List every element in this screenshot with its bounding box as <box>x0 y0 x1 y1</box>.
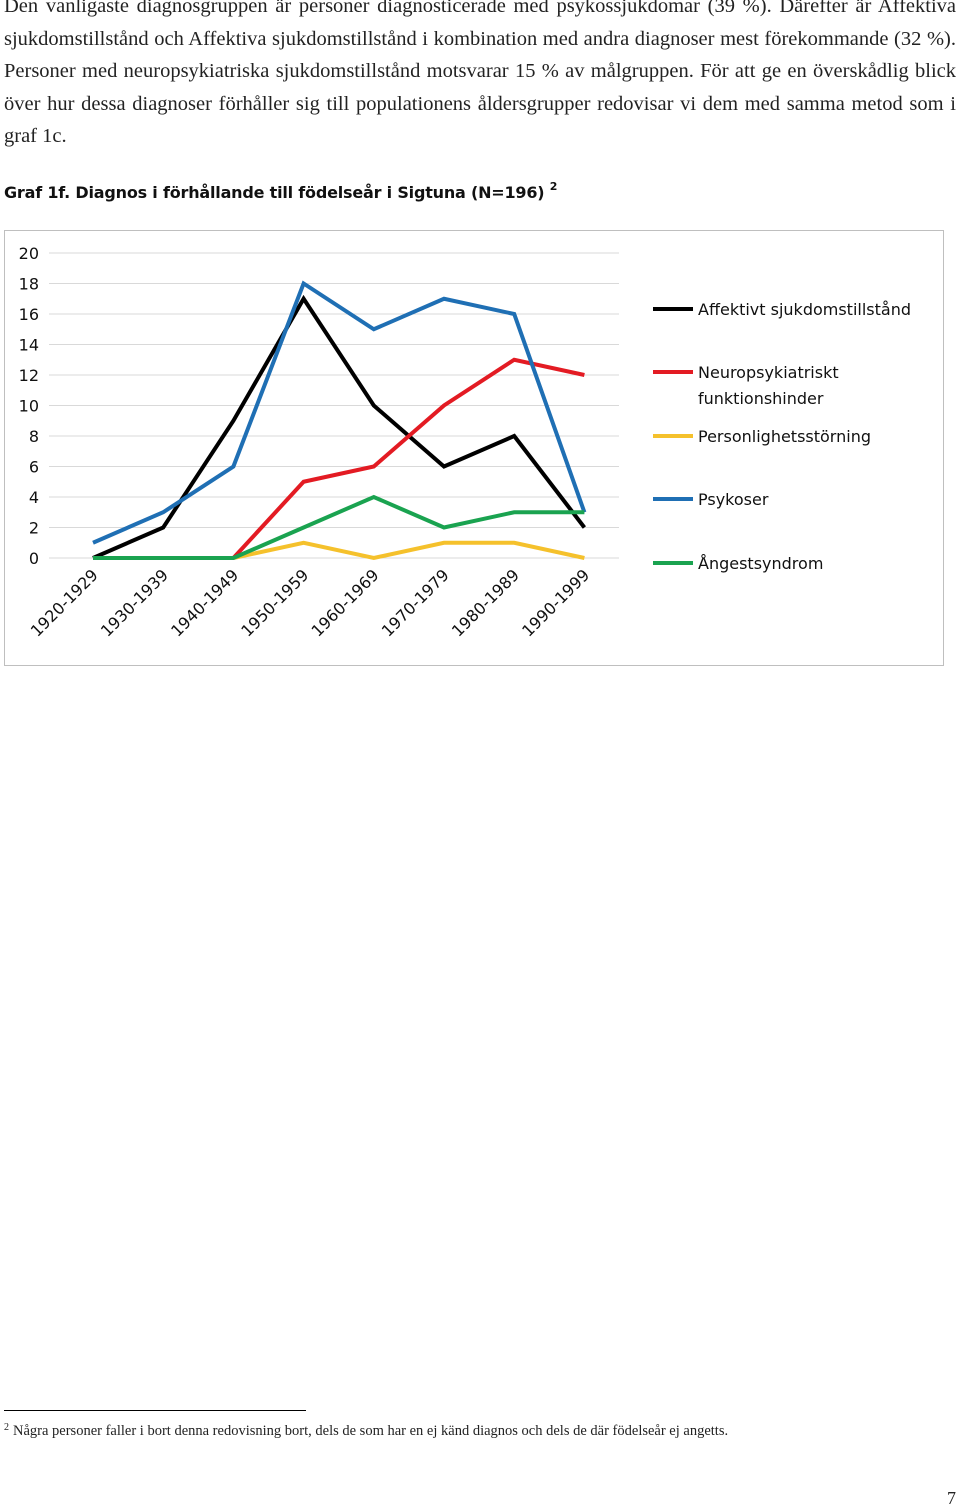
legend-label-line: Neuropsykiatriskt <box>698 363 839 382</box>
x-tick-label: 1960-1969 <box>308 565 383 640</box>
footnote-divider <box>4 1410 306 1411</box>
series-line <box>93 494 585 560</box>
x-tick-label: 1990-1999 <box>518 565 593 640</box>
y-tick-label: 18 <box>19 275 39 294</box>
y-tick-label: 4 <box>29 488 39 507</box>
y-tick-label: 20 <box>19 244 39 263</box>
page-number: 7 <box>947 1488 956 1508</box>
body-paragraph: Den vanligaste diagnosgruppen är persone… <box>4 0 956 147</box>
x-tick-label: 1930-1939 <box>97 565 172 640</box>
y-tick-label: 10 <box>19 397 39 416</box>
legend-label: Ångestsyndrom <box>698 554 823 573</box>
legend: Affektivt sjukdomstillstånd Neuropsykiatr… <box>653 300 911 573</box>
legend-label: Affektivt sjukdomstillstånd <box>698 300 911 319</box>
x-tick-label: 1920-1929 <box>27 565 102 640</box>
y-tick-label: 14 <box>19 336 39 355</box>
caption-footnote-ref: 2 <box>549 180 558 193</box>
series-line <box>231 357 585 560</box>
series-line <box>92 294 586 560</box>
legend-label: Personlighetsstörning <box>698 427 871 446</box>
legend-label: Neuropsykiatriskt funktionshinder <box>698 363 839 408</box>
line-chart: 0 2 4 6 8 10 12 14 16 18 20 1920-19291930-19391940… <box>19 244 911 641</box>
legend-label-line: funktionshinder <box>698 389 824 408</box>
caption-text: Graf 1f. Diagnos i förhållande till föde… <box>4 183 545 202</box>
chart-frame: 0 2 4 6 8 10 12 14 16 18 20 1920-1929 1930-1939 1940… <box>4 230 944 666</box>
series-line <box>232 540 585 561</box>
x-axis-ticks: 1920-19291930-19391940-19491950-19591960… <box>27 565 594 640</box>
x-tick-label: 1970-1979 <box>378 565 453 640</box>
x-tick-label: 1980-1989 <box>448 565 523 640</box>
y-tick-label: 12 <box>19 366 39 385</box>
footnote: 2 Några personer faller i bort denna redo… <box>4 1422 728 1440</box>
y-tick-label: 6 <box>29 458 39 477</box>
y-axis-ticks: 0 2 4 6 8 10 12 14 16 18 20 <box>19 244 39 568</box>
series-lines <box>92 280 587 561</box>
gridlines <box>49 252 619 559</box>
y-tick-label: 8 <box>29 427 39 446</box>
legend-label: Psykoser <box>698 490 769 509</box>
y-tick-label: 0 <box>29 549 39 568</box>
footnote-number: 2 <box>4 1422 9 1433</box>
y-tick-label: 2 <box>29 519 39 538</box>
x-tick-label: 1940-1949 <box>167 565 242 640</box>
footnote-text: Några personer faller i bort denna redov… <box>13 1423 729 1439</box>
y-tick-label: 16 <box>19 305 39 324</box>
x-tick-label: 1950-1959 <box>237 565 312 640</box>
series-line <box>92 280 587 545</box>
chart-caption: Graf 1f. Diagnos i förhållande till föde… <box>4 180 557 202</box>
